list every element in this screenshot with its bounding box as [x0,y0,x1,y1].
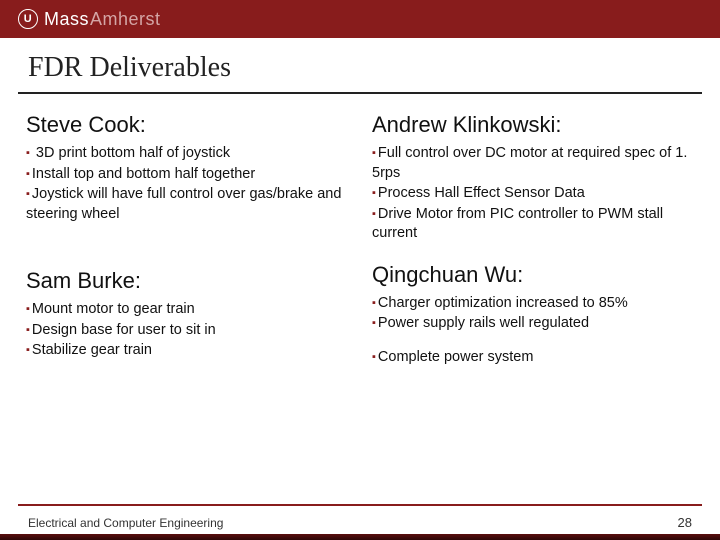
logo-seal-icon: U [18,9,38,29]
person-name-steve: Steve Cook: [26,112,348,138]
bullet-item: ▪Drive Motor from PIC controller to PWM … [372,205,694,244]
bullet-icon: ▪ [372,317,376,329]
slide-title: FDR Deliverables [0,38,720,92]
bullet-text: Drive Motor from PIC controller to PWM s… [372,206,663,242]
bullet-item: ▪Design base for user to sit in [26,321,348,341]
bullet-item: ▪Joystick will have full control over ga… [26,185,348,224]
bullet-text: Charger optimization increased to 85% [378,295,628,311]
bullet-icon: ▪ [26,168,30,180]
bullet-item: ▪Charger optimization increased to 85% [372,294,694,314]
bullet-text: Process Hall Effect Sensor Data [378,185,585,201]
bullet-text: Design base for user to sit in [32,322,216,338]
person-name-sam: Sam Burke: [26,268,348,294]
bullet-item: ▪Install top and bottom half together [26,165,348,185]
person-name-qingchuan: Qingchuan Wu: [372,262,694,288]
footer-divider [18,504,702,506]
bullet-text: Stabilize gear train [32,342,152,358]
bullet-item: ▪Process Hall Effect Sensor Data [372,184,694,204]
bullet-item: ▪ 3D print bottom half of joystick [26,144,348,164]
bullet-icon: ▪ [372,297,376,309]
bullet-text: Power supply rails well regulated [378,315,589,331]
footer-gradient-bar [0,534,720,540]
content-area: Steve Cook: ▪ 3D print bottom half of jo… [0,94,720,369]
bullet-icon: ▪ [26,147,30,159]
bullet-icon: ▪ [372,187,376,199]
bullet-icon: ▪ [26,188,30,200]
bullet-icon: ▪ [372,351,376,363]
bullets-qingchuan: ▪Charger optimization increased to 85% ▪… [372,294,694,368]
bullet-text: Install top and bottom half together [32,166,255,182]
bullet-item: ▪Full control over DC motor at required … [372,144,694,183]
bullet-item: ▪Mount motor to gear train [26,300,348,320]
bullets-sam: ▪Mount motor to gear train ▪Design base … [26,300,348,361]
bullet-item: ▪Power supply rails well regulated [372,314,694,334]
page-number: 28 [678,515,692,530]
bullets-andrew: ▪Full control over DC motor at required … [372,144,694,244]
bullet-text: Full control over DC motor at required s… [372,145,687,181]
bullet-text: Mount motor to gear train [32,301,195,317]
bullet-icon: ▪ [372,208,376,220]
logo-text-amherst: Amherst [90,9,161,30]
person-name-andrew: Andrew Klinkowski: [372,112,694,138]
right-column: Andrew Klinkowski: ▪Full control over DC… [372,108,694,369]
logo-text-mass: Mass [44,9,89,30]
header-bar: U Mass Amherst [0,0,720,38]
bullet-icon: ▪ [26,303,30,315]
bullet-text: 3D print bottom half of joystick [32,145,230,161]
umass-logo: U Mass Amherst [18,9,161,30]
left-column: Steve Cook: ▪ 3D print bottom half of jo… [26,108,348,369]
bullet-item: ▪Stabilize gear train [26,341,348,361]
bullet-icon: ▪ [26,324,30,336]
bullet-text: Joystick will have full control over gas… [26,186,341,222]
bullets-steve: ▪ 3D print bottom half of joystick ▪Inst… [26,144,348,224]
footer-department: Electrical and Computer Engineering [28,516,223,530]
bullet-item: ▪Complete power system [372,348,694,368]
bullet-text: Complete power system [378,349,534,365]
bullet-icon: ▪ [372,147,376,159]
bullet-icon: ▪ [26,344,30,356]
